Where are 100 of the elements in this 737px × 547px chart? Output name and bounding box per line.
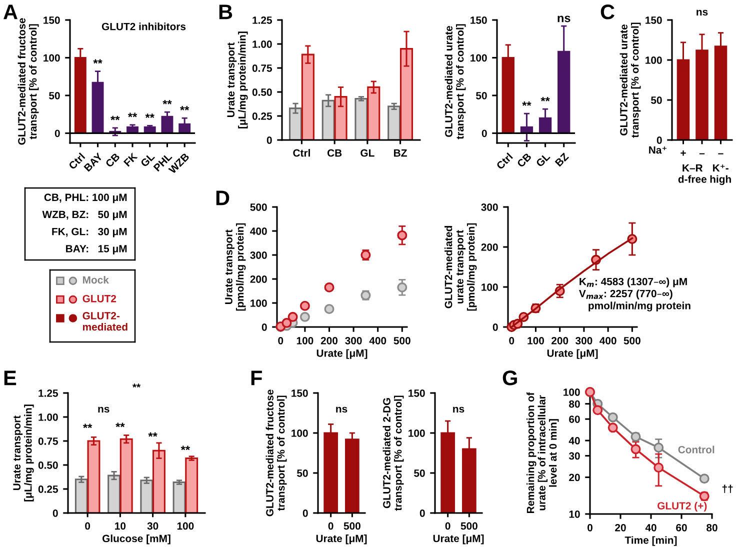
y-tick-label: 0	[302, 510, 308, 517]
x-tick-label: 400	[369, 336, 386, 344]
text: ††	[722, 484, 733, 494]
y-tick-label: 40	[568, 437, 580, 444]
chart-title: D	[216, 190, 230, 206]
annotation: V$_{max}$: 2257 (770–∞)	[579, 290, 672, 300]
annotation: **	[116, 422, 125, 428]
chart-title: C	[600, 4, 614, 20]
x-tick-label: 300	[576, 336, 592, 344]
x-tick-label: 400	[600, 336, 616, 344]
annotation: ns	[558, 16, 570, 22]
x-tick-label: CB	[104, 152, 120, 168]
x-tick-label: 0	[278, 336, 284, 344]
y-tick-label: 0	[266, 136, 272, 144]
y-tick-label: 0.75	[252, 64, 272, 72]
text: WZB, BZ: 50 μM	[42, 210, 127, 220]
x-axis-title: Urate [μM]	[433, 534, 484, 544]
annotation: **	[93, 59, 102, 64]
y-axis-title: GLUT2-mediated 2-DG transport [% of control]	[382, 396, 404, 511]
x-tick-label: Ctrl	[496, 152, 514, 170]
y-tick-label: 50	[414, 470, 425, 477]
y-tick-label: 0.50	[38, 462, 58, 469]
x-tick-label: GL	[360, 149, 374, 157]
annotation: **	[180, 106, 190, 110]
x-tick-label: FK	[123, 152, 138, 167]
chart-title: F	[251, 370, 262, 386]
y-tick-label: 200	[481, 244, 498, 251]
text: BAY: 15 μM	[66, 245, 127, 254]
y-tick-label: 0	[420, 510, 425, 517]
annotation: **	[110, 116, 120, 120]
y-axis-title: Remaining proportion of urate [% of intracellular level at 0 min]	[526, 392, 559, 514]
x-axis-title: Urate [μM]	[316, 349, 368, 359]
y-tick-label: 0	[54, 130, 60, 138]
legend-label: GLUT2	[82, 294, 116, 302]
x-tick-label: 100	[177, 522, 194, 530]
x-tick-label: 20	[615, 524, 626, 532]
annotation: **	[128, 112, 138, 118]
text: ns	[696, 10, 708, 16]
x-tick-label: 500	[460, 522, 478, 530]
x-axis-title: Time [min]	[624, 536, 677, 546]
x-tick-label: Ctrl	[293, 149, 310, 157]
y-axis-title: GLUT2-mediated fructose transport [% of control]	[266, 390, 287, 516]
x-tick-label: BZ	[394, 149, 407, 157]
chart-title: B	[219, 4, 232, 20]
y-tick-label: 100	[470, 54, 487, 62]
x-tick-label: 500	[624, 336, 640, 344]
annotation: K$_{m}$: 4583 (1307–∞) μM	[580, 278, 687, 288]
y-tick-label: 30	[568, 452, 580, 460]
x-tick-label: 0	[85, 522, 90, 530]
text: FK, GL: 30 μM	[52, 228, 127, 238]
x-tick-label: 0	[328, 522, 334, 530]
y-tick-label: 0.25	[38, 486, 58, 493]
x-tick-label: 0	[509, 336, 514, 344]
annotation: ns	[98, 406, 110, 413]
y-tick-label: 0.25	[252, 112, 272, 120]
y-tick-label: 0	[262, 324, 267, 331]
y-tick-label: 150	[470, 16, 487, 24]
x-tick-label: 80	[706, 524, 718, 532]
y-tick-label: 1.00	[252, 40, 272, 48]
y-axis-title: GLUT2-mediated urate transport [pmol/mg protein]	[444, 223, 477, 311]
y-tick-label: 100	[646, 56, 662, 64]
text: K–R d-free	[678, 164, 707, 183]
y-tick-label: 0.75	[38, 438, 58, 445]
x-tick-label: 200	[552, 336, 568, 344]
x-tick-label: 500	[394, 336, 410, 344]
y-tick-label: 100	[292, 430, 308, 437]
annotation: **	[148, 432, 158, 437]
x-tick-label: –	[699, 153, 705, 154]
y-tick-label: 300	[481, 204, 498, 211]
x-axis-title: Glucose [mM]	[102, 534, 170, 544]
y-tick-label: 400	[250, 228, 267, 235]
y-tick-label: 150	[292, 390, 308, 397]
y-tick-label: 100	[408, 430, 425, 437]
y-tick-label: 10	[569, 510, 580, 518]
y-tick-label: 200	[250, 276, 267, 283]
annotation: **	[522, 101, 532, 106]
x-tick-label: 100	[528, 336, 544, 344]
y-tick-label: 100	[44, 54, 60, 62]
y-tick-label: 0	[482, 130, 487, 138]
y-axis-title: GLUT2-mediated urate transport [% of control]	[444, 24, 466, 140]
y-tick-label: 1.25	[252, 16, 272, 24]
annotation: **	[180, 446, 190, 450]
x-tick-label: Ctrl	[68, 152, 86, 170]
y-tick-label: 0	[52, 510, 58, 517]
y-tick-label: 1.25	[38, 390, 58, 397]
series-label: Control	[678, 446, 714, 454]
y-tick-label: 100	[564, 388, 580, 396]
x-tick-label: 500	[344, 522, 360, 530]
y-axis-title: Urate transport [μL/mg protein/min]	[227, 32, 248, 128]
y-tick-label: 20	[569, 474, 580, 482]
y-tick-label: 0	[492, 324, 498, 331]
y-tick-label: 150	[408, 390, 425, 397]
y-tick-label: 50	[651, 96, 662, 104]
x-tick-label: 30	[147, 522, 158, 530]
y-tick-label: 150	[44, 16, 60, 24]
y-axis-title: GLUT2-mediated fructose transport [% of control]	[18, 18, 39, 145]
x-tick-label: BZ	[554, 152, 569, 167]
annotation: **	[145, 114, 154, 118]
y-axis-title: GLUT2-mediated urate transport [% of control]	[620, 22, 641, 138]
y-tick-label: 50	[476, 92, 487, 100]
